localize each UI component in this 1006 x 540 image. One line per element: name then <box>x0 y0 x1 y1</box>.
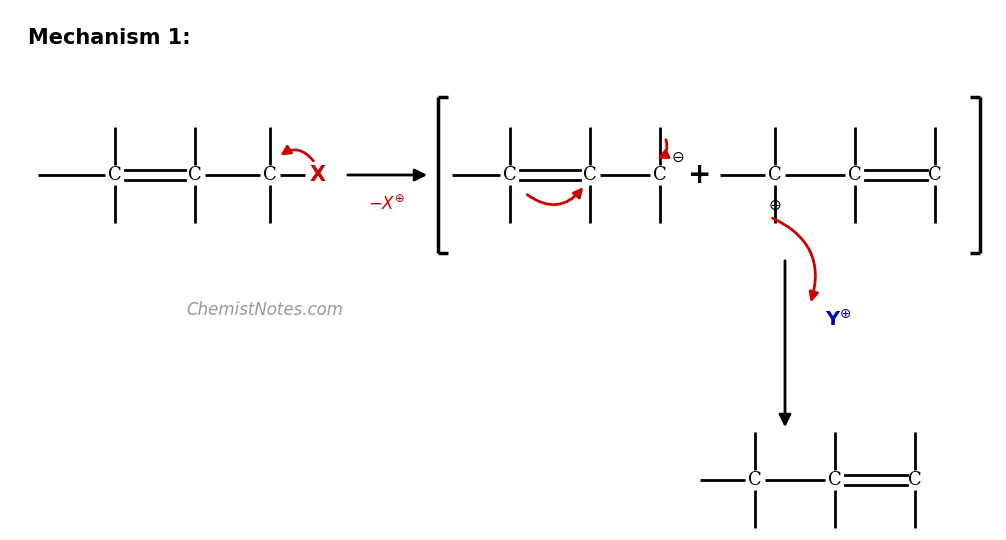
Text: C: C <box>264 166 277 184</box>
Text: ChemistNotes.com: ChemistNotes.com <box>186 301 343 319</box>
Text: C: C <box>848 166 862 184</box>
Text: X: X <box>310 165 326 185</box>
Text: $\ominus$: $\ominus$ <box>769 198 782 213</box>
Text: C: C <box>108 166 122 184</box>
Text: +: + <box>688 161 711 189</box>
Text: C: C <box>583 166 597 184</box>
Text: C: C <box>908 471 921 489</box>
Text: C: C <box>188 166 202 184</box>
Text: C: C <box>769 166 782 184</box>
Text: C: C <box>653 166 667 184</box>
Text: $-X^{\oplus}$: $-X^{\oplus}$ <box>368 195 405 214</box>
Text: Mechanism 1:: Mechanism 1: <box>28 28 190 48</box>
Text: C: C <box>929 166 942 184</box>
Text: C: C <box>503 166 517 184</box>
Text: C: C <box>828 471 842 489</box>
Text: C: C <box>748 471 762 489</box>
Text: $\mathbf{Y}^{\oplus}$: $\mathbf{Y}^{\oplus}$ <box>825 309 852 330</box>
Text: $\ominus$: $\ominus$ <box>671 150 685 165</box>
